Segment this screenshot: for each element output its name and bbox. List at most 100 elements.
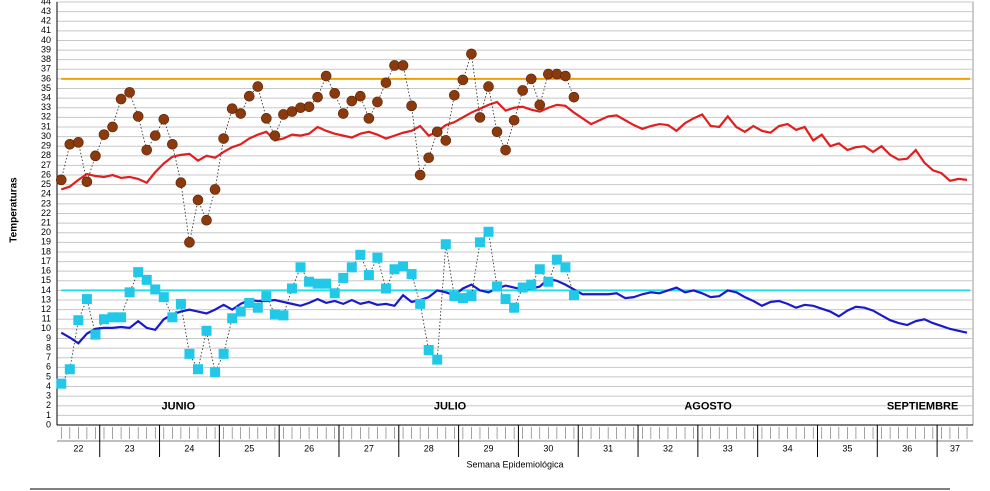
max-point [508, 114, 520, 126]
max-point [235, 108, 247, 119]
max-point [568, 91, 580, 103]
max-point [380, 77, 392, 89]
week-label: 32 [663, 443, 673, 453]
min-point [363, 270, 374, 281]
min-point [167, 312, 178, 323]
min-point [116, 312, 127, 323]
min-point [440, 239, 451, 250]
y-tick-label: 18 [41, 246, 51, 256]
week-label: 25 [244, 443, 254, 453]
max-point [175, 177, 187, 189]
max-point [269, 130, 281, 141]
min-point [218, 348, 229, 359]
max-point [303, 101, 315, 113]
max-point [474, 112, 486, 123]
max-point [337, 108, 349, 119]
y-tick-label: 12 [41, 304, 51, 314]
max-point [90, 150, 101, 162]
min-point [560, 262, 571, 273]
min-point [534, 264, 545, 275]
week-label: 28 [424, 443, 434, 453]
max-point [115, 93, 127, 105]
min-point [81, 294, 92, 305]
max-point [560, 70, 571, 82]
min-point [107, 312, 118, 323]
y-tick-label: 25 [41, 179, 51, 189]
max-point [483, 81, 494, 92]
min-point [286, 283, 297, 294]
max-point [149, 130, 161, 141]
min-point [415, 298, 426, 309]
min-point [90, 329, 101, 340]
week-label: 34 [783, 443, 793, 453]
max-point [372, 96, 383, 108]
y-tick-label: 15 [41, 275, 51, 285]
min-point [466, 291, 477, 302]
week-label: 30 [543, 443, 553, 453]
y-tick-label: 44 [41, 0, 51, 6]
min-point [483, 226, 494, 237]
week-label: 24 [184, 443, 194, 453]
min-point [492, 281, 503, 292]
min-point [398, 261, 409, 272]
min-point [141, 274, 152, 285]
max-point [346, 95, 358, 107]
min-point [474, 237, 485, 248]
y-tick-label: 20 [41, 227, 51, 237]
y-tick-label: 8 [46, 342, 51, 352]
y-tick-label: 9 [46, 333, 51, 343]
y-tick-label: 29 [41, 141, 51, 151]
max-point [209, 184, 221, 195]
y-tick-label: 28 [41, 150, 51, 160]
min-point [184, 348, 195, 359]
min-point [133, 267, 144, 278]
max-point [457, 74, 469, 86]
week-label: 37 [950, 443, 960, 453]
min-point [295, 262, 306, 273]
x-axis-label: Semana Epidemiológica [466, 459, 563, 469]
min-point [321, 278, 332, 289]
y-tick-label: 21 [41, 217, 51, 227]
week-label: 29 [484, 443, 494, 453]
max-point [55, 174, 67, 186]
max-point [423, 152, 434, 164]
y-tick-label: 5 [46, 371, 51, 381]
series-line [60, 100, 968, 191]
y-tick-label: 43 [41, 6, 51, 16]
week-label: 36 [902, 443, 912, 453]
max-point [107, 121, 118, 133]
min-point [355, 249, 366, 260]
max-point [261, 113, 272, 124]
month-label: AGOSTO [684, 401, 732, 413]
min-point [56, 378, 67, 389]
week-label: 26 [304, 443, 314, 453]
y-tick-label: 41 [41, 25, 51, 35]
min-point [551, 254, 562, 265]
max-point [141, 144, 153, 156]
max-point [500, 144, 511, 156]
max-point [320, 70, 332, 82]
min-point [227, 313, 238, 324]
min-point [500, 294, 511, 305]
min-point [457, 293, 468, 304]
min-point [201, 325, 212, 336]
y-tick-label: 1 [46, 410, 51, 420]
y-tick-label: 2 [46, 400, 51, 410]
min-point [432, 354, 443, 365]
min-point [158, 292, 169, 303]
y-tick-label: 22 [41, 208, 51, 218]
max-point [98, 129, 110, 140]
max-point [243, 90, 255, 102]
min-point [235, 306, 246, 317]
min-point [423, 345, 434, 356]
max-point [449, 89, 460, 101]
max-point [491, 126, 503, 138]
min-point [526, 279, 537, 290]
max-point [466, 48, 477, 60]
y-tick-label: 31 [41, 121, 51, 131]
min-point [338, 272, 349, 283]
min-point [509, 302, 520, 313]
week-label: 23 [125, 443, 135, 453]
y-tick-label: 17 [41, 256, 51, 266]
series-line [60, 277, 968, 345]
